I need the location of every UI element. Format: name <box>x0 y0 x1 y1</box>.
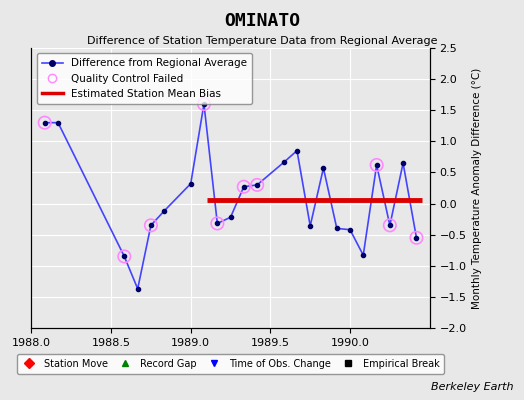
Point <box>412 234 421 241</box>
Point <box>253 182 261 188</box>
Point <box>200 101 208 107</box>
Legend: Difference from Regional Average, Quality Control Failed, Estimated Station Mean: Difference from Regional Average, Qualit… <box>37 53 252 104</box>
Text: OMINATO: OMINATO <box>224 12 300 30</box>
Point <box>120 253 128 260</box>
Point <box>239 184 248 190</box>
Point <box>386 222 394 228</box>
Text: Berkeley Earth: Berkeley Earth <box>431 382 514 392</box>
Point <box>40 120 49 126</box>
Text: Difference of Station Temperature Data from Regional Average: Difference of Station Temperature Data f… <box>87 36 437 46</box>
Point <box>213 220 222 227</box>
Point <box>373 162 381 168</box>
Point <box>147 222 155 228</box>
Y-axis label: Monthly Temperature Anomaly Difference (°C): Monthly Temperature Anomaly Difference (… <box>472 67 482 309</box>
